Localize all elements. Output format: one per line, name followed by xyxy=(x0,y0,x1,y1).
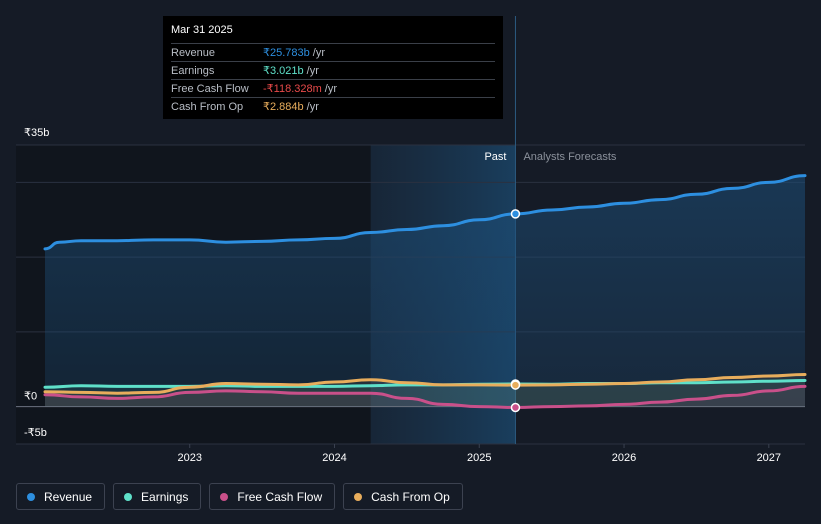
past-label: Past xyxy=(484,151,506,163)
y-tick-label: ₹0 xyxy=(24,391,37,403)
legend-item-cash-from-op[interactable]: Cash From Op xyxy=(343,483,463,510)
legend-dot-icon xyxy=(27,492,35,501)
tooltip-series-unit: /yr xyxy=(306,64,319,77)
y-tick-label: ₹35b xyxy=(24,127,49,139)
y-tick-label: -₹5b xyxy=(24,427,47,439)
free-cash-flow-line xyxy=(43,384,807,410)
tooltip-row: Revenue ₹25.783b/yr xyxy=(171,43,495,61)
legend-item-free-cash-flow[interactable]: Free Cash Flow xyxy=(209,483,336,510)
legend-item-earnings[interactable]: Earnings xyxy=(113,483,202,510)
x-tick-label: 2025 xyxy=(467,452,491,464)
x-tick-label: 2026 xyxy=(612,452,636,464)
tooltip: Mar 31 2025 Revenue ₹25.783b/yr Earnings ₹3… xyxy=(163,16,503,119)
revenue-area xyxy=(45,175,805,407)
x-tick-label: 2023 xyxy=(177,452,201,464)
tooltip-row: Earnings ₹3.021b/yr xyxy=(171,61,495,79)
tooltip-series-value: ₹2.884b xyxy=(263,101,304,113)
legend-label: Earnings xyxy=(141,489,189,504)
legend-dot-icon xyxy=(220,492,229,501)
tooltip-row: Cash From Op ₹2.884b/yr xyxy=(171,97,495,115)
x-tick-label: 2027 xyxy=(757,452,781,464)
legend: Revenue Earnings Free Cash Flow Cash From O… xyxy=(16,483,463,512)
tooltip-series-name: Revenue xyxy=(171,46,216,59)
tooltip-series-name: Cash From Op xyxy=(171,100,244,113)
tooltip-series-unit: /yr xyxy=(306,100,319,113)
cash-from-op-point[interactable] xyxy=(510,380,521,390)
x-tick-label: 2024 xyxy=(322,452,346,464)
tooltip-series-name: Earnings xyxy=(171,64,215,77)
legend-label: Free Cash Flow xyxy=(237,489,323,504)
tooltip-row: Free Cash Flow -₹118.328m/yr xyxy=(171,79,495,97)
tooltip-series-unit: /yr xyxy=(324,82,338,95)
revenue-line xyxy=(43,174,807,251)
legend-item-revenue[interactable]: Revenue xyxy=(16,483,106,510)
legend-label: Revenue xyxy=(44,489,93,504)
tooltip-series-value: ₹25.783b xyxy=(263,47,310,59)
legend-label: Cash From Op xyxy=(371,489,450,504)
forecast-label: Analysts Forecasts xyxy=(523,151,616,163)
legend-dot-icon xyxy=(124,492,133,501)
tooltip-series-value: -₹118.328m xyxy=(263,83,322,95)
cash-from-op-line xyxy=(43,373,807,395)
cash-from-op-area xyxy=(45,374,805,407)
tooltip-series-value: ₹3.021b xyxy=(263,65,304,77)
free-cash-flow-point[interactable] xyxy=(510,402,521,413)
tooltip-date: Mar 31 2025 xyxy=(171,24,233,36)
tooltip-series-unit: /yr xyxy=(312,46,325,59)
tooltip-series-name: Free Cash Flow xyxy=(171,82,249,95)
legend-dot-icon xyxy=(354,492,363,501)
revenue-point[interactable] xyxy=(510,209,521,219)
